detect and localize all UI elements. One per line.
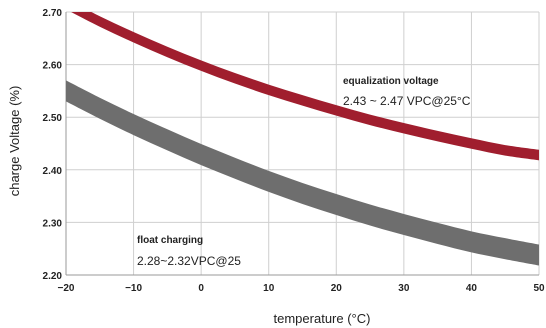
x-axis-title: temperature (°C) — [274, 311, 371, 326]
x-tick-label: −10 — [125, 283, 142, 294]
y-tick-label: 2.50 — [43, 113, 63, 124]
bands — [66, 12, 539, 266]
annotation-float-title: float charging — [137, 235, 203, 246]
y-tick-label: 2.60 — [43, 61, 63, 72]
annotation-equalization-title: equalization voltage — [343, 76, 439, 87]
y-tick-label: 2.70 — [43, 8, 63, 19]
float-charging-band — [66, 80, 539, 266]
annotation-equalization-value: 2.43 ~ 2.47 VPC@25°C — [343, 94, 471, 108]
equalization-voltage-band — [71, 12, 539, 161]
x-tick-label: −20 — [58, 283, 75, 294]
x-tick-label: 0 — [198, 283, 204, 294]
grid — [65, 11, 540, 276]
y-tick-label: 2.20 — [43, 271, 63, 282]
x-tick-labels: −20 −10 0 10 20 30 40 50 — [58, 283, 545, 294]
y-tick-label: 2.40 — [43, 166, 63, 177]
y-tick-label: 2.30 — [43, 218, 63, 229]
annotation-float-value: 2.28~2.32VPC@25 — [137, 254, 241, 268]
x-tick-label: 20 — [331, 283, 343, 294]
x-tick-label: 50 — [533, 283, 545, 294]
y-axis-title: charge Voltage (%) — [7, 86, 22, 197]
x-tick-label: 30 — [398, 283, 410, 294]
y-tick-labels: 2.20 2.30 2.40 2.50 2.60 2.70 — [43, 8, 63, 282]
x-tick-label: 40 — [466, 283, 478, 294]
x-tick-label: 10 — [263, 283, 275, 294]
